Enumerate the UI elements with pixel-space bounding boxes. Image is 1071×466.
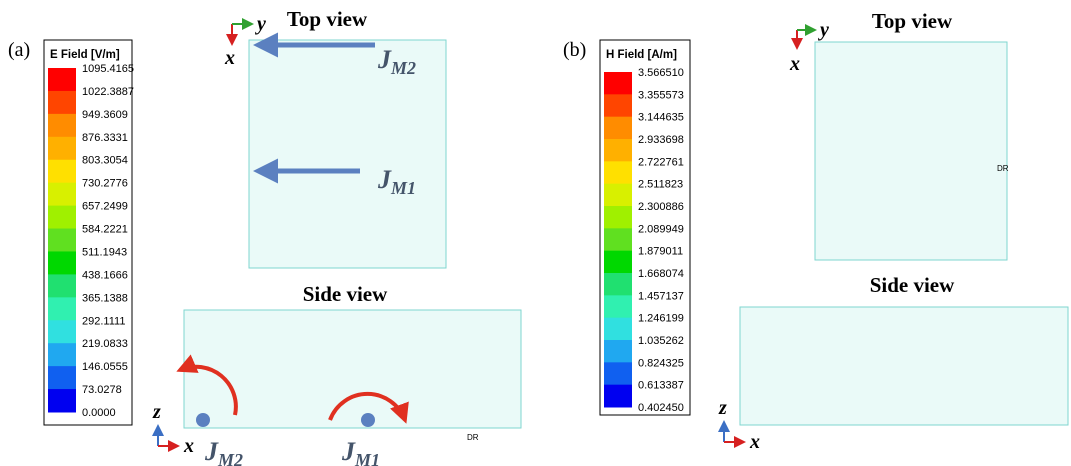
color-band — [48, 68, 76, 91]
colorbar-label: 1.246199 — [638, 313, 684, 325]
colorbar-label: 876.3331 — [82, 132, 128, 144]
axis-label: y — [818, 19, 829, 41]
colorbar-label: 803.3054 — [82, 155, 128, 167]
axis-label: z — [718, 397, 727, 419]
colorbar-label: 2.300886 — [638, 201, 684, 213]
color-band — [48, 389, 76, 412]
axis-label: x — [183, 435, 194, 457]
color-band — [604, 184, 632, 207]
colorbar-label: 584.2221 — [82, 224, 128, 236]
colorbar-label: 1.035262 — [638, 335, 684, 347]
color-band — [604, 228, 632, 251]
colorbar-label: 219.0833 — [82, 338, 128, 350]
colorbar-label: 511.1943 — [82, 246, 127, 258]
color-band — [604, 117, 632, 140]
view-title: Top view — [872, 9, 953, 33]
colorbar-label: 3.144635 — [638, 112, 684, 124]
color-band — [48, 183, 76, 206]
color-band — [604, 385, 632, 408]
colorbar-label: 1.457137 — [638, 290, 684, 302]
color-band — [604, 251, 632, 274]
colorbar-label: 0.0000 — [82, 407, 116, 419]
colorbar-label: 73.0278 — [82, 384, 122, 396]
colorbar-label: 438.1666 — [82, 269, 128, 281]
current-dot — [361, 413, 375, 427]
color-band — [604, 139, 632, 162]
color-band — [48, 251, 76, 274]
color-band — [48, 297, 76, 320]
view-title: Side view — [303, 282, 388, 306]
figure: (a) E Field [V/m] 1095.4165 1022.3887 949.… — [0, 0, 1071, 466]
colorbar-label: 1095.4165 — [82, 63, 134, 75]
current-dot — [196, 413, 210, 427]
color-band — [604, 206, 632, 229]
axis-label: x — [224, 47, 235, 69]
color-band — [604, 295, 632, 318]
color-band — [48, 114, 76, 137]
axis-label: z — [152, 401, 161, 423]
plot-box — [815, 42, 1007, 260]
color-band — [48, 320, 76, 343]
colorbar-label: 2.511823 — [638, 179, 683, 191]
panel-label: (b) — [563, 39, 586, 61]
color-band — [48, 91, 76, 114]
view-title: Top view — [287, 7, 368, 31]
colorbar-label: 657.2499 — [82, 201, 128, 213]
colorbar-label: 365.1388 — [82, 292, 128, 304]
colorbar-label: 730.2776 — [82, 178, 128, 190]
colorbar-label: 292.1111 — [82, 315, 125, 327]
colorbar-label: 1.879011 — [638, 246, 683, 258]
colorbar-label: 3.566510 — [638, 67, 684, 79]
color-band — [48, 274, 76, 297]
axis-label: x — [789, 53, 800, 75]
colorbar-label: 2.722761 — [638, 156, 684, 168]
tag: DR — [997, 164, 1009, 173]
colorbar-label: 949.3609 — [82, 109, 128, 121]
color-band — [604, 273, 632, 296]
current-label: JM2 — [204, 437, 243, 466]
tag: DR — [467, 433, 479, 442]
color-band — [604, 72, 632, 95]
colorbar-label: 2.933698 — [638, 134, 684, 146]
color-band — [48, 160, 76, 183]
color-band — [604, 340, 632, 363]
plot-box — [740, 307, 1068, 425]
panel-label: (a) — [8, 39, 30, 61]
color-band — [604, 362, 632, 385]
colorbar-title: E Field [V/m] — [50, 49, 120, 61]
colorbar-label: 1.668074 — [638, 268, 684, 280]
colorbar-label: 2.089949 — [638, 223, 684, 235]
color-band — [48, 229, 76, 252]
colorbar-label: 0.402450 — [638, 402, 684, 414]
axis-label: x — [749, 431, 760, 453]
plot-box — [249, 40, 446, 268]
color-band — [48, 206, 76, 229]
color-band — [48, 366, 76, 389]
color-band — [604, 94, 632, 117]
colorbar-label: 3.355573 — [638, 89, 684, 101]
color-band — [604, 161, 632, 184]
view-title: Side view — [870, 273, 955, 297]
axis-label: y — [255, 13, 266, 35]
colorbar-label: 1022.3887 — [82, 86, 134, 98]
colorbar-title: H Field [A/m] — [606, 49, 677, 61]
color-band — [48, 343, 76, 366]
colorbar-label: 0.824325 — [638, 357, 684, 369]
color-band — [48, 137, 76, 160]
current-label: JM1 — [341, 437, 380, 466]
color-band — [604, 318, 632, 341]
colorbar-label: 146.0555 — [82, 361, 128, 373]
colorbar-label: 0.613387 — [638, 380, 684, 392]
